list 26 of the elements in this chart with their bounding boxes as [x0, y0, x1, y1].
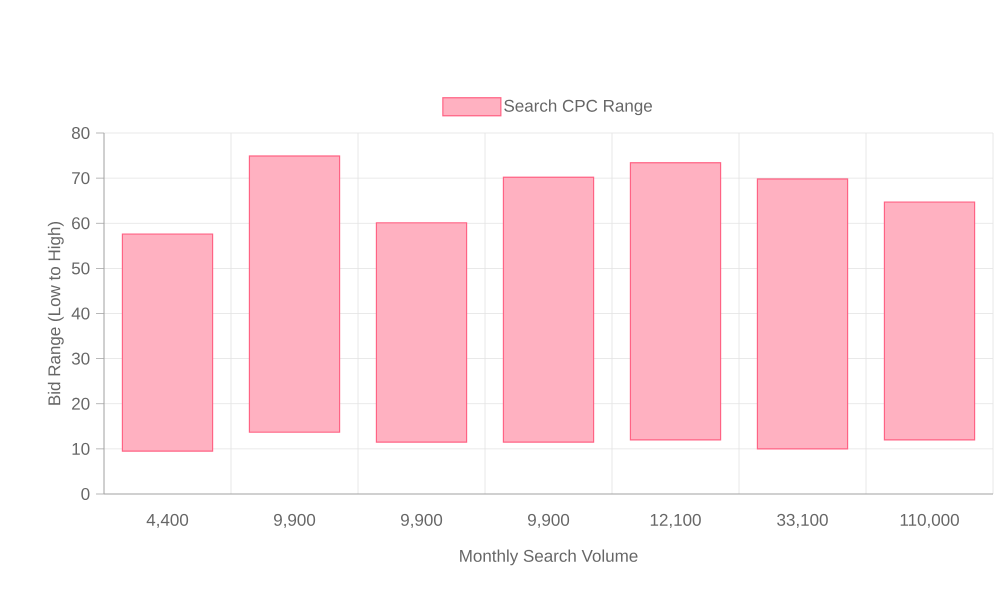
- bar: [630, 162, 722, 440]
- bar: [248, 155, 340, 433]
- x-tick-label: 9,900: [528, 514, 570, 528]
- y-tick-label: 20: [72, 398, 90, 410]
- bar: [502, 176, 594, 443]
- x-tick-label: 4,400: [146, 514, 188, 528]
- bar: [884, 201, 976, 440]
- x-tick-label: 110,000: [900, 514, 959, 528]
- y-axis-title: Bid Range (Low to High): [48, 222, 64, 405]
- legend-label: Search CPC Range: [504, 99, 652, 116]
- y-tick-label: 0: [81, 488, 90, 500]
- x-axis-title: Monthly Search Volume: [460, 549, 638, 566]
- x-tick-label: 12,100: [650, 514, 701, 528]
- x-tick-label: 33,100: [777, 514, 828, 528]
- y-tick-label: 40: [72, 307, 90, 320]
- y-tick-label: 10: [72, 442, 90, 455]
- y-tick-label: 30: [72, 352, 90, 365]
- bar: [756, 178, 848, 450]
- x-tick-label: 9,900: [401, 514, 442, 528]
- x-tick-label: 9,900: [274, 514, 316, 528]
- y-tick-label: 50: [72, 262, 90, 274]
- y-tick-label: 80: [72, 126, 90, 140]
- y-tick-label: 70: [72, 172, 90, 184]
- y-tick-label: 60: [72, 217, 90, 230]
- bar: [122, 233, 214, 452]
- bar: [376, 222, 468, 443]
